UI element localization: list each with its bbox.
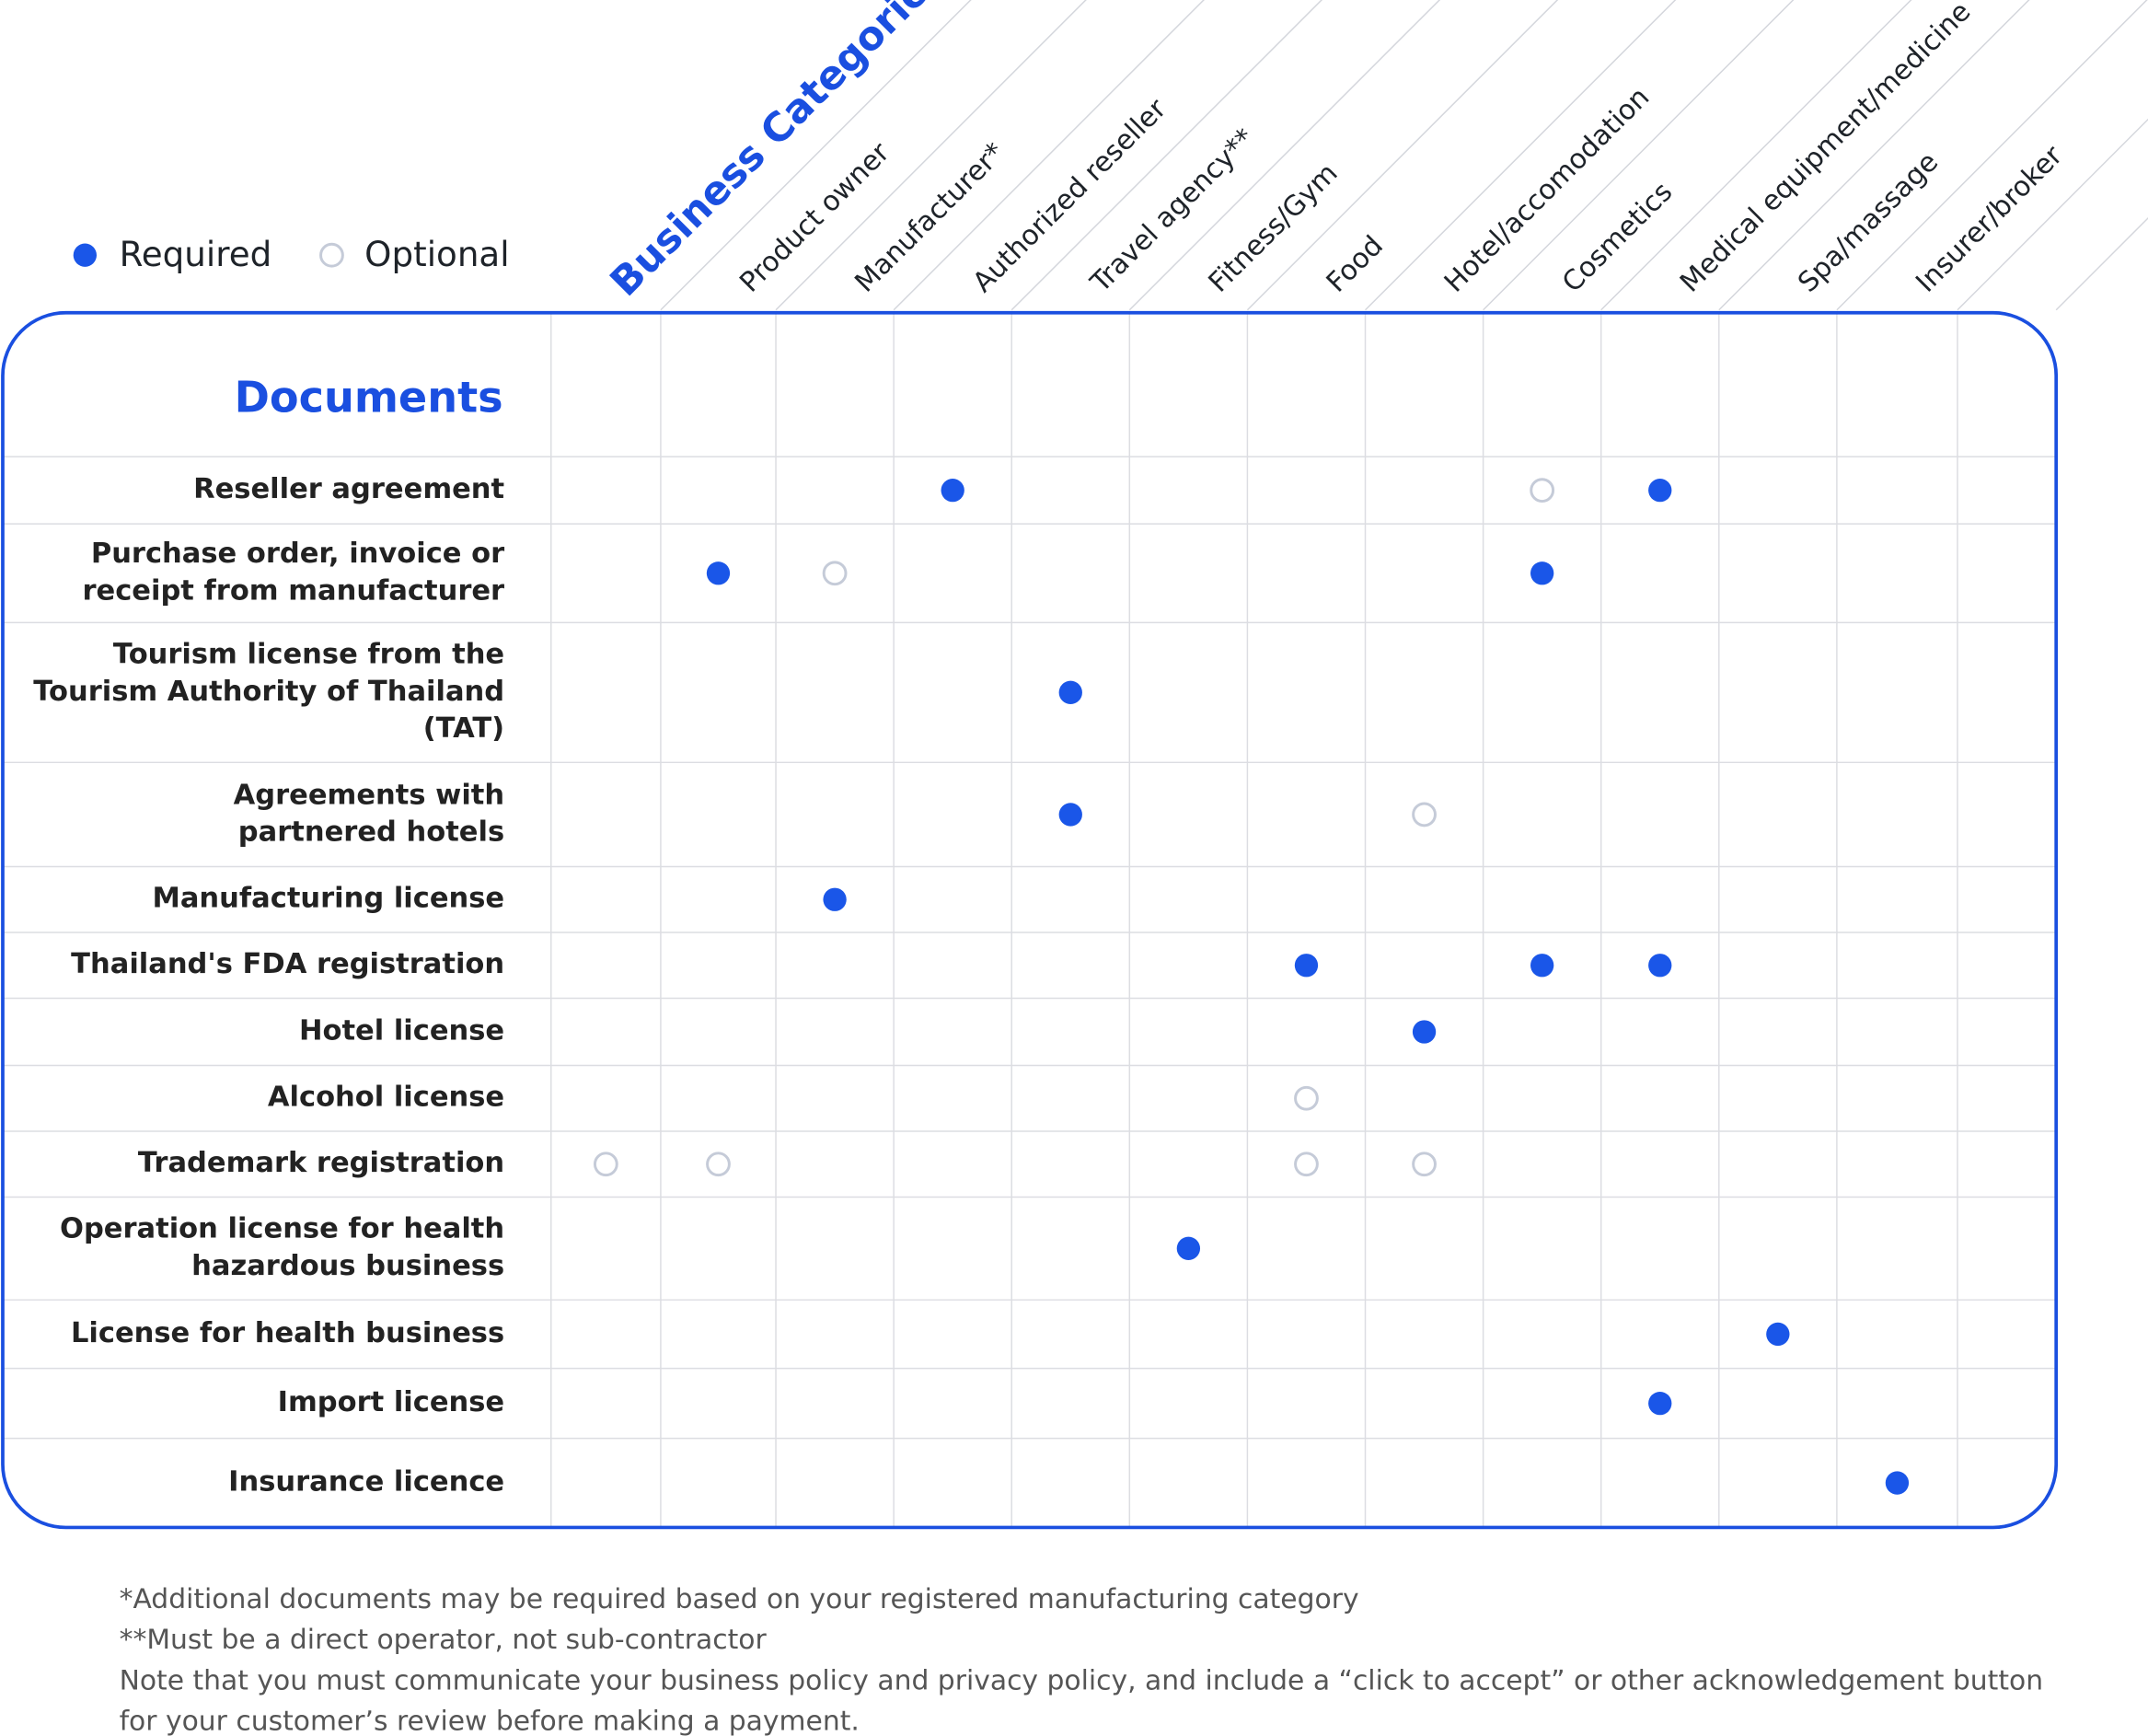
footnote: **Must be a direct operator, not sub-con… [120, 1624, 768, 1656]
row-label: Trademark registration [138, 1147, 504, 1179]
row-label: (TAT) [423, 712, 504, 745]
required-dot [823, 887, 847, 911]
optional-dot [1412, 1152, 1437, 1177]
header-divider [1836, 0, 2148, 311]
footnote: Note that you must communicate your busi… [120, 1664, 2044, 1696]
row-label: hazardous business [191, 1250, 504, 1282]
row-label: Tourism Authority of Thailand [33, 676, 504, 708]
optional-dot [593, 1152, 618, 1177]
table-border [1, 310, 2059, 1530]
row-label: receipt from manufacturer [82, 574, 504, 607]
legend-required-icon [73, 243, 98, 267]
header-divider [2055, 216, 2148, 311]
header-divider [1128, 0, 1441, 311]
optional-dot [822, 561, 848, 586]
required-dot [1648, 1391, 1672, 1416]
optional-dot [1530, 478, 1555, 503]
row-label: Manufacturing license [152, 883, 504, 915]
grid [4, 0, 2148, 1526]
header-divider [1718, 0, 2030, 311]
row-label: Insurance licence [228, 1466, 504, 1499]
row-label: Thailand's FDA registration [71, 948, 504, 980]
header-divider [660, 0, 972, 311]
row-label: Import license [278, 1386, 505, 1418]
required-dot [1412, 1020, 1437, 1044]
optional-dot [706, 1152, 731, 1177]
required-dot [941, 478, 964, 503]
required-dot [1530, 561, 1554, 585]
row-label: Hotel license [299, 1014, 504, 1047]
header-divider [893, 0, 1205, 311]
header-divider [1957, 118, 2148, 311]
row-label: Purchase order, invoice or [91, 538, 504, 570]
header-divider [1364, 0, 1677, 311]
header-divider [1600, 0, 1912, 311]
required-dot [1058, 803, 1082, 827]
category-label: Hotel/accomodation [1438, 81, 1656, 298]
required-dot [1648, 954, 1672, 978]
row-label: Tourism license from the [113, 639, 504, 671]
required-dot [1766, 1322, 1790, 1347]
header-divider [1246, 0, 1559, 311]
required-dot [1294, 954, 1319, 978]
header-divider [775, 0, 1087, 311]
category-label: Cosmetics [1556, 176, 1679, 298]
documents-title: Documents [235, 373, 503, 422]
required-dot [1530, 954, 1554, 978]
legend-optional-icon [319, 242, 344, 268]
optional-dot [1294, 1085, 1319, 1111]
required-dot [1885, 1471, 1910, 1495]
required-dot [1176, 1236, 1201, 1260]
category-label: Food [1321, 229, 1390, 298]
footnote: *Additional documents may be required ba… [120, 1583, 1359, 1615]
header-divider [1483, 0, 1795, 311]
footnote: for your customer’s review before making… [120, 1706, 860, 1736]
optional-dot [1412, 802, 1437, 827]
row-label: Agreements with [234, 779, 504, 811]
legend-required: Required [120, 234, 272, 274]
row-label: License for health business [71, 1317, 504, 1349]
row-label: partnered hotels [238, 816, 504, 849]
optional-dot [1294, 1152, 1319, 1177]
row-label: Alcohol license [268, 1082, 504, 1114]
required-dot [706, 561, 731, 585]
required-dot [1648, 478, 1672, 503]
legend-optional: Optional [364, 234, 509, 274]
required-dot [1058, 680, 1082, 705]
row-label: Reseller agreement [193, 473, 504, 505]
row-label: Operation license for health [60, 1213, 504, 1245]
header-divider [1010, 0, 1323, 311]
category-label: Authorized reseller [966, 92, 1172, 298]
